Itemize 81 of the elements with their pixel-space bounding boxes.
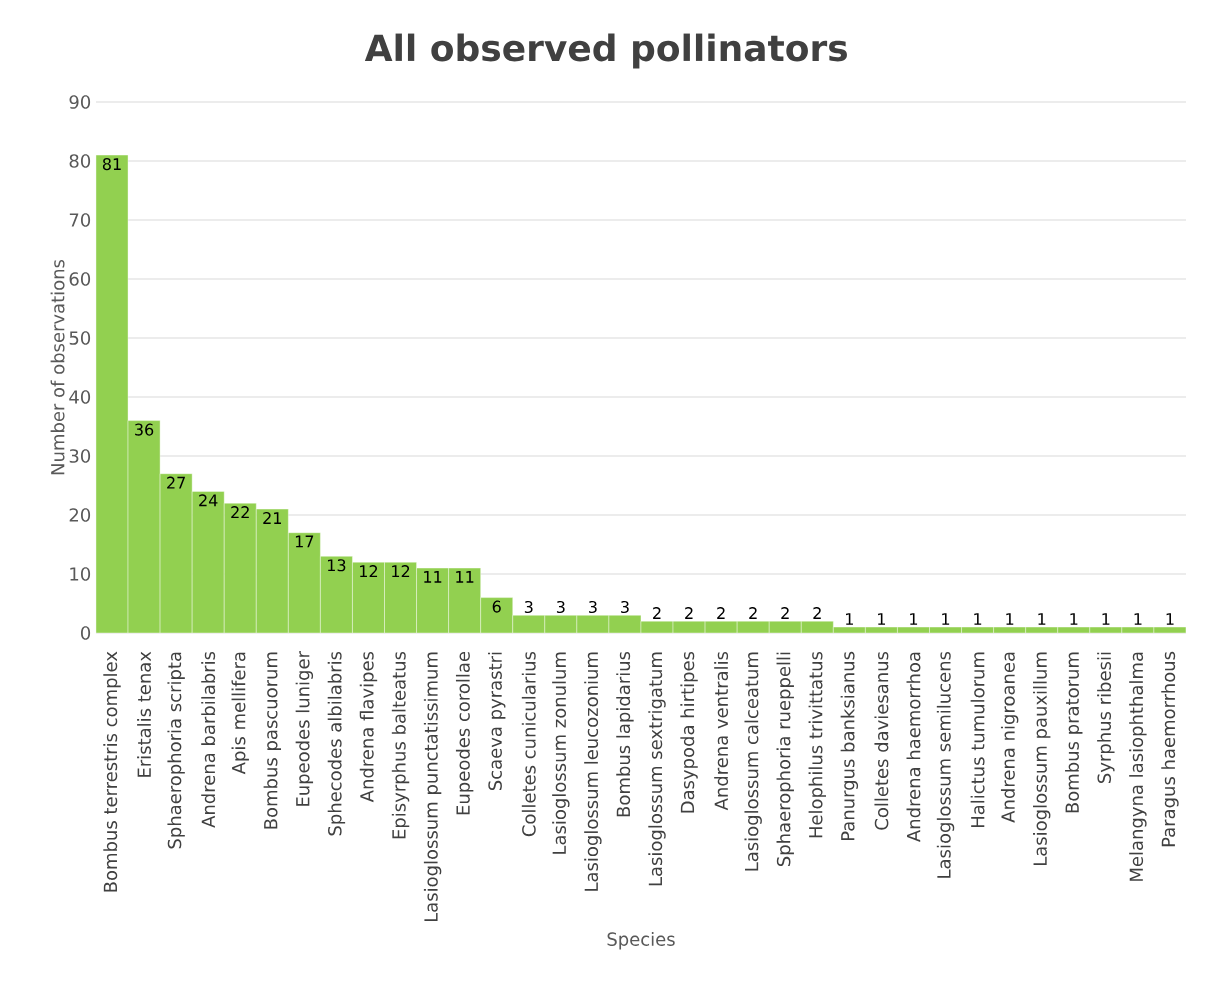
x-tick-label: Bombus pratorum — [1065, 652, 1083, 813]
data-label: 1 — [942, 613, 950, 625]
x-tick-label: Andrena nigroanea — [1000, 652, 1019, 823]
x-tick-label: Eupeodes luniger — [295, 651, 314, 806]
x-tick-label: Scaeva pyrastri — [488, 652, 506, 791]
data-label: 2 — [781, 607, 789, 619]
x-tick-label: Andrena ventralis — [714, 651, 729, 811]
y-tick-label: 40 — [69, 390, 91, 404]
data-label: 3 — [621, 600, 629, 614]
y-tick-label: 50 — [69, 331, 91, 345]
data-label: 11 — [456, 571, 474, 583]
data-label: 1 — [1134, 613, 1142, 625]
y-tick-label: 80 — [69, 154, 91, 168]
data-label: 1 — [1006, 613, 1014, 625]
x-tick-label: Paragus haemorrhous — [1161, 651, 1179, 847]
x-tick-label: Andrena haemorrhoa — [906, 652, 921, 842]
y-axis-title: Number of observations — [50, 259, 65, 475]
x-tick-label: Bombus pascuorum — [263, 652, 282, 829]
x-tick-label: Episyrphus balteatus — [391, 651, 410, 839]
data-label: 12 — [392, 565, 410, 577]
data-label: 3 — [589, 600, 597, 614]
y-tick-label: 30 — [69, 449, 91, 463]
x-tick-label: Helophilus trivittatus — [808, 651, 826, 838]
data-label: 1 — [846, 613, 853, 625]
x-tick-label: Bombus lapidarius — [616, 651, 634, 817]
x-tick-label: Sphaerophoria scripta — [167, 652, 185, 849]
y-tick-label: 20 — [69, 508, 91, 522]
x-tick-label: Halictus tumulorum — [970, 652, 985, 828]
data-label: 22 — [231, 506, 249, 518]
y-tick-label: 10 — [70, 567, 91, 581]
data-label: 2 — [749, 607, 757, 619]
data-label: 11 — [424, 571, 442, 583]
data-label: 24 — [199, 494, 218, 507]
y-tick-label: 90 — [69, 95, 91, 109]
data-label: 3 — [556, 600, 565, 614]
x-tick-label: Andrena barbilabris — [201, 651, 216, 828]
x-tick-label: Syrphus ribesii — [1097, 652, 1115, 783]
x-tick-label: Colletes cunicularius — [521, 651, 536, 837]
x-tick-label: Lasioglossum sextrigatum — [648, 652, 666, 886]
x-tick-label: Lasioglossum semilucens — [936, 651, 955, 878]
data-label: 1 — [910, 613, 918, 625]
data-label: 17 — [295, 535, 314, 548]
data-label: 2 — [813, 607, 821, 619]
y-tick-label: 70 — [69, 213, 91, 227]
data-label: 1 — [1166, 613, 1174, 625]
data-label: 1 — [878, 613, 886, 625]
x-axis-title: Species — [607, 932, 675, 950]
x-tick-label: Bombus terrestris complex — [103, 651, 121, 892]
x-tick-label: Panurgus banksianus — [840, 651, 859, 841]
y-tick-label: 60 — [69, 272, 91, 286]
data-label: 1 — [974, 613, 982, 625]
x-tick-label: Colletes daviesanus — [874, 651, 889, 830]
x-tick-label: Lasioglossum zonulum — [552, 652, 570, 854]
data-label: 21 — [263, 512, 281, 524]
data-label: 1 — [1038, 613, 1046, 625]
x-tick-label: Lasioglossum leucozonium — [584, 652, 602, 891]
data-label: 2 — [653, 607, 661, 619]
data-label: 13 — [327, 559, 346, 572]
x-tick-label: Dasypoda hirtipes — [680, 651, 698, 813]
data-label: 36 — [135, 423, 154, 436]
x-tick-label: Andrena flavipes — [359, 651, 378, 803]
y-tick-label: 0 — [81, 626, 91, 640]
data-label: 3 — [524, 600, 533, 614]
x-tick-label: Lasioglossum calceatum — [744, 652, 762, 871]
x-tick-label: Eristalis tenax — [137, 651, 152, 777]
data-label: 27 — [167, 476, 185, 489]
x-tick-label: Lasioglossum punctatissimum — [423, 652, 442, 922]
data-label: 1 — [1102, 613, 1110, 625]
x-tick-label: Lasioglossum pauxillum — [1033, 652, 1051, 866]
data-label: 2 — [685, 607, 693, 619]
x-tick-label: Melangyna lasiophthalma — [1129, 652, 1147, 881]
x-tick-label: Sphecodes albilabris — [327, 651, 346, 836]
data-label: 6 — [492, 600, 501, 613]
x-tick-label: Eupeodes corollae — [455, 651, 474, 815]
data-label: 12 — [360, 565, 378, 577]
data-label: 1 — [1070, 613, 1078, 625]
chart-title: All observed pollinators — [364, 33, 847, 69]
x-tick-label: Sphaerophoria rueppelli — [776, 652, 794, 867]
x-tick-label: Apis mellifera — [231, 652, 249, 775]
data-label: 81 — [102, 158, 121, 171]
data-label: 2 — [717, 607, 725, 619]
